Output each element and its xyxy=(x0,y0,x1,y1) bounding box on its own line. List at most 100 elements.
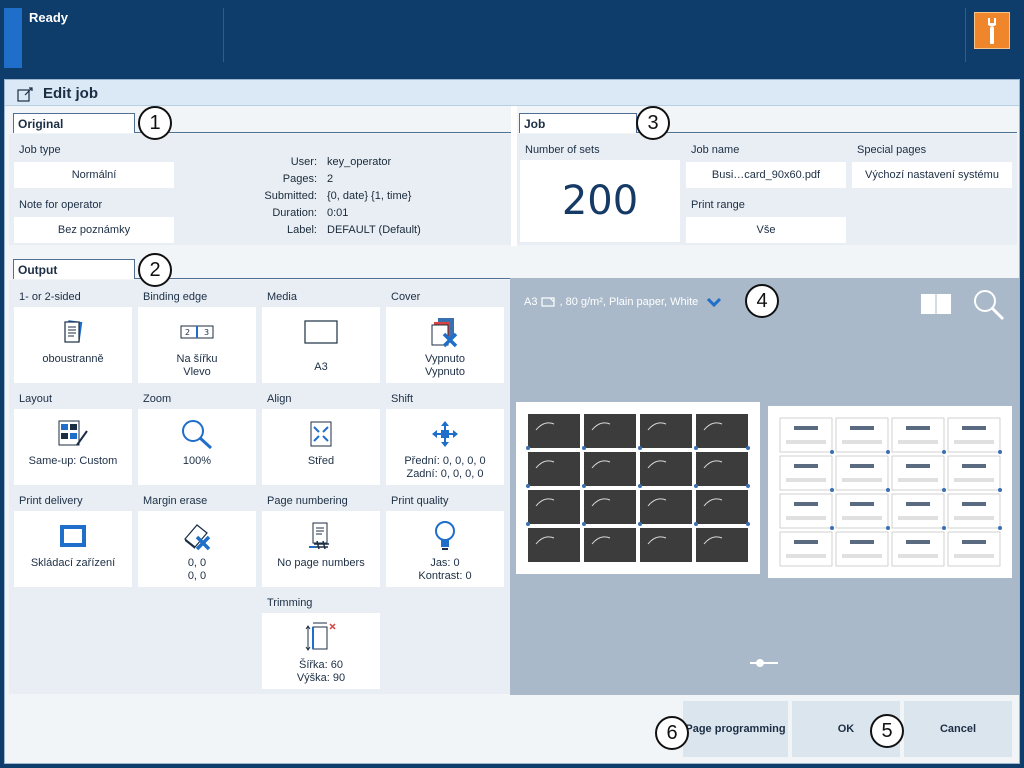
tile-body: Skládací zařízení xyxy=(14,511,132,587)
tile-body: Same-up: Custom xyxy=(14,409,132,485)
zoom-preview-icon[interactable] xyxy=(972,288,1006,322)
maintenance-button[interactable] xyxy=(974,12,1010,49)
media-size: A3 xyxy=(524,296,538,308)
tile-body: No page numbers xyxy=(262,511,380,587)
tile-value: oboustranně xyxy=(42,353,104,365)
svg-text:3: 3 xyxy=(204,328,209,337)
tile-label: 1- or 2-sided xyxy=(14,287,132,307)
tab-job-label: Job xyxy=(524,117,546,131)
tile-label: Margin erase xyxy=(138,491,256,511)
tile-body: Přední: 0, 0, 0, 0 Zadní: 0, 0, 0, 0 xyxy=(386,409,504,485)
book-view-icon[interactable] xyxy=(920,292,954,316)
job-type-label: Job type xyxy=(14,140,174,160)
tile-value: Přední: 0, 0, 0, 0 xyxy=(404,455,486,467)
front-sheet-preview xyxy=(516,402,760,574)
job-info: User: key_operator Pages: 2 Submitted: {0, … xyxy=(205,154,495,239)
duplex-icon xyxy=(61,313,85,351)
callout-marker: 5 xyxy=(870,714,904,748)
tile-value: Jas: 0 xyxy=(430,557,460,569)
chevron-down-icon[interactable] xyxy=(706,297,722,307)
tile-shift[interactable]: Shift Přední: 0, 0, 0, 0 Zadní: 0, 0, 0,… xyxy=(386,389,504,485)
svg-text:2: 2 xyxy=(185,328,190,337)
tile-media[interactable]: Media A3 xyxy=(262,287,380,383)
tab-output[interactable]: Output xyxy=(13,259,135,279)
status-indicator xyxy=(4,8,22,68)
info-key: Label: xyxy=(287,224,317,236)
cover-off-icon xyxy=(430,313,460,351)
tile-label: Shift xyxy=(386,389,504,409)
page-numbering-icon xyxy=(307,517,335,555)
print-delivery-icon xyxy=(59,517,87,555)
tile-body: Jas: 0 Kontrast: 0 xyxy=(386,511,504,587)
tile-page-numbering[interactable]: Page numbering No page numbers xyxy=(262,491,380,587)
cancel-button[interactable]: Cancel xyxy=(904,701,1012,757)
tile-body: oboustranně xyxy=(14,307,132,383)
tile-value: Skládací zařízení xyxy=(30,557,116,569)
print-range-field[interactable]: Vše xyxy=(686,217,846,243)
top-status-bar: Ready xyxy=(0,0,1024,78)
tile-trimming[interactable]: Trimming Šířka: 60 Výška: 90 xyxy=(262,593,380,689)
tile-label: Trimming xyxy=(262,593,380,613)
info-row: User: key_operator xyxy=(205,154,495,171)
media-selector[interactable]: A3 , 80 g/m², Plain paper, White xyxy=(524,296,722,308)
tile-value: 0, 0 xyxy=(187,570,207,582)
page-title: Edit job xyxy=(43,85,98,102)
tile-body: A3 xyxy=(262,307,380,383)
tab-original[interactable]: Original xyxy=(13,113,135,133)
shift-arrows-icon xyxy=(431,415,459,453)
tile-cover[interactable]: Cover Vypnuto Vypnuto xyxy=(386,287,504,383)
number-of-sets-field[interactable]: 200 xyxy=(520,160,680,242)
tile-sided[interactable]: 1- or 2-sided oboustranně xyxy=(14,287,132,383)
tile-margin-erase[interactable]: Margin erase 0, 0 0, 0 xyxy=(138,491,256,587)
info-value: key_operator xyxy=(327,156,392,168)
info-row: Duration: 0:01 xyxy=(205,205,495,222)
media-description: , 80 g/m², Plain paper, White xyxy=(559,296,699,308)
tile-value: Same-up: Custom xyxy=(28,455,118,467)
title-bar: Edit job xyxy=(5,80,1019,106)
tile-label: Media xyxy=(262,287,380,307)
note-for-operator-field[interactable]: Bez poznámky xyxy=(14,217,174,243)
tab-job[interactable]: Job xyxy=(519,113,637,133)
tile-align[interactable]: Align Střed xyxy=(262,389,380,485)
tile-value: Zadní: 0, 0, 0, 0 xyxy=(406,468,484,480)
divider xyxy=(511,106,517,246)
page-programming-button[interactable]: Page programming xyxy=(683,701,788,757)
status-text: Ready xyxy=(29,10,69,25)
tile-value: A3 xyxy=(314,361,328,373)
wrench-icon xyxy=(988,17,996,44)
info-value: 2 xyxy=(327,173,334,185)
tile-label: Layout xyxy=(14,389,132,409)
callout-marker: 2 xyxy=(138,253,172,287)
zoom-magnifier-icon xyxy=(180,415,214,453)
landscape-sheet-icon xyxy=(541,297,556,307)
tile-layout[interactable]: Layout Same-up: Custom xyxy=(14,389,132,485)
page-slider-handle[interactable] xyxy=(746,658,782,668)
tile-label: Print delivery xyxy=(14,491,132,511)
tile-value: Střed xyxy=(307,455,335,467)
job-name-field[interactable]: Busi…card_90x60.pdf xyxy=(686,162,846,188)
special-pages-label: Special pages xyxy=(852,140,1012,160)
divider xyxy=(223,8,224,62)
info-key: User: xyxy=(290,156,317,168)
info-row: Submitted: {0, date} {1, time} xyxy=(205,188,495,205)
tile-label: Binding edge xyxy=(138,287,256,307)
note-for-operator-label: Note for operator xyxy=(14,195,174,215)
job-type-field[interactable]: Normální xyxy=(14,162,174,188)
trimming-icon xyxy=(304,619,338,657)
tile-print-quality[interactable]: Print quality Jas: 0 Kontrast: 0 xyxy=(386,491,504,587)
tile-body: 0, 0 0, 0 xyxy=(138,511,256,587)
tile-value: Výška: 90 xyxy=(296,672,346,684)
special-pages-field[interactable]: Výchozí nastavení systému xyxy=(852,162,1012,188)
tile-zoom[interactable]: Zoom 100% xyxy=(138,389,256,485)
tile-value: Vlevo xyxy=(183,366,211,378)
info-key: Duration: xyxy=(272,207,317,219)
tile-label: Page numbering xyxy=(262,491,380,511)
callout-marker: 1 xyxy=(138,106,172,140)
tab-original-label: Original xyxy=(18,117,64,131)
tile-body: Střed xyxy=(262,409,380,485)
divider xyxy=(135,132,511,133)
tile-print-delivery[interactable]: Print delivery Skládací zařízení xyxy=(14,491,132,587)
